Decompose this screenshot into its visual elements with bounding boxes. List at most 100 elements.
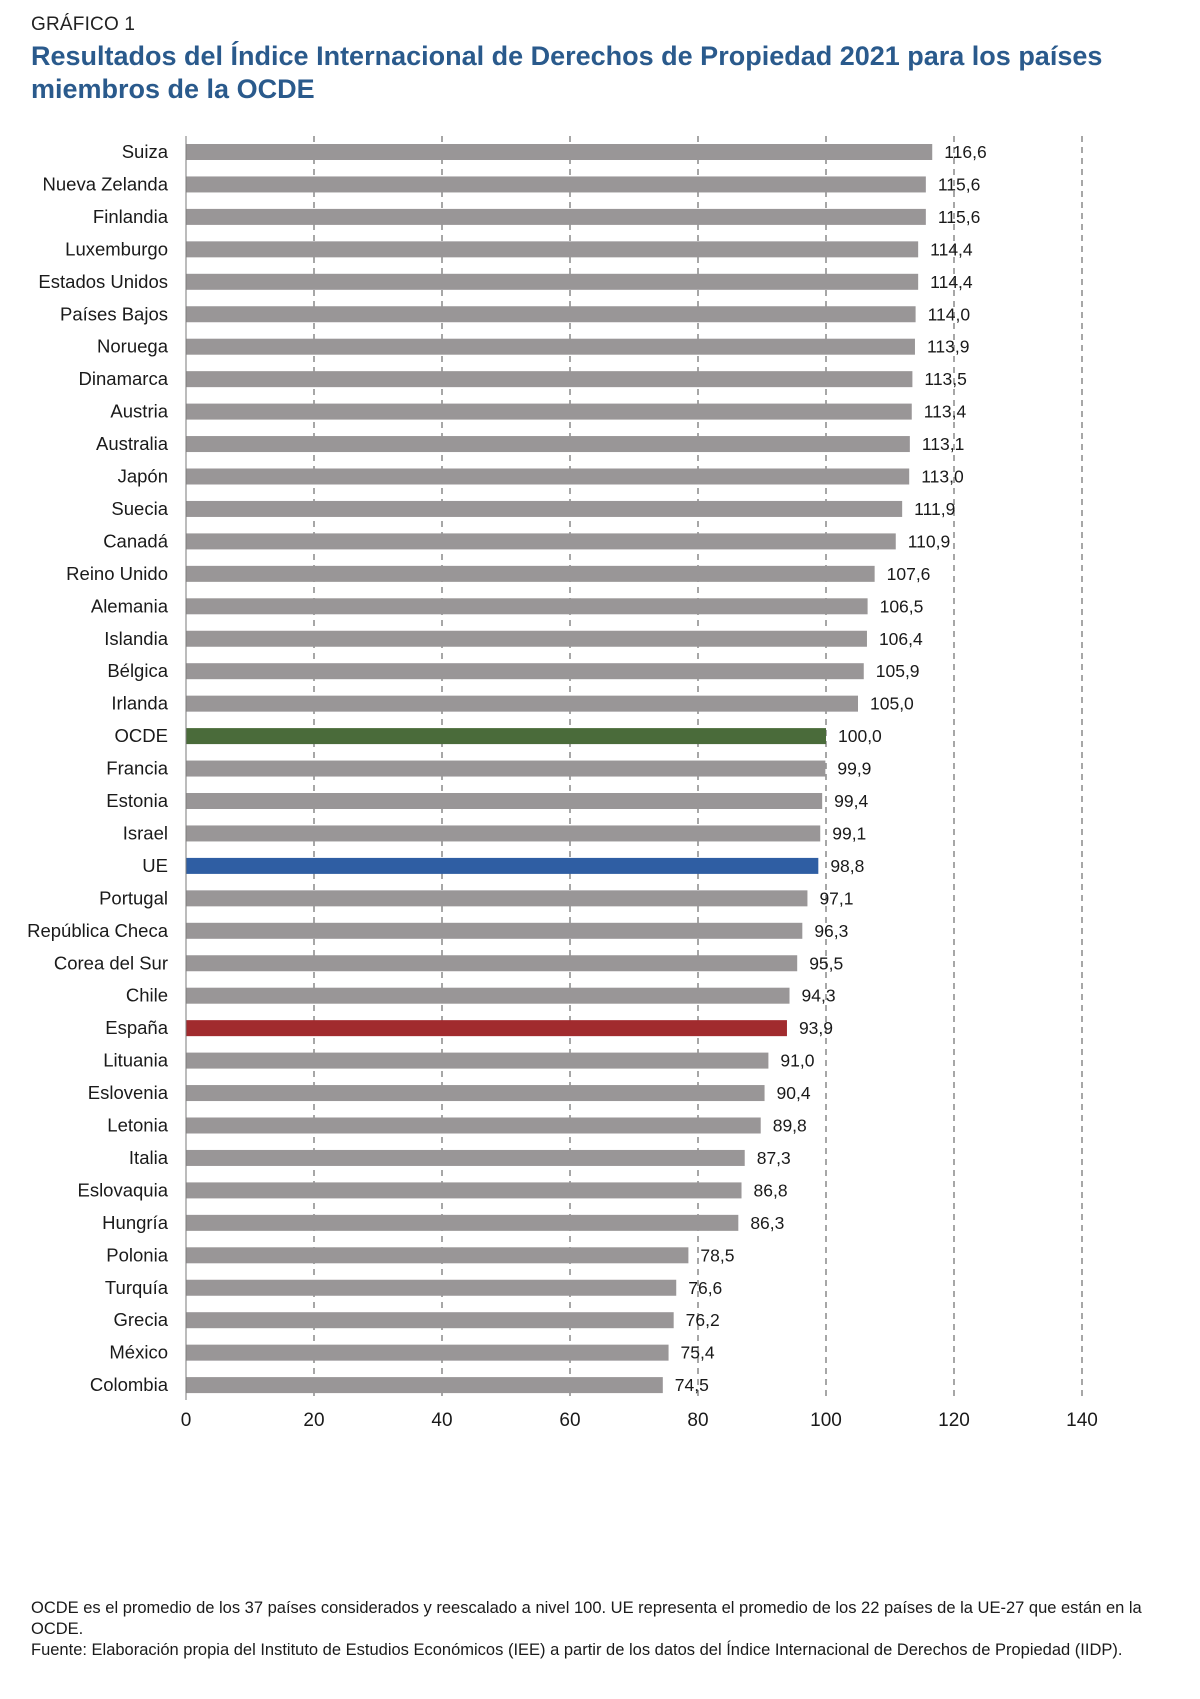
- chart-title: Resultados del Índice Internacional de D…: [31, 41, 1103, 104]
- category-label: España: [105, 1017, 168, 1038]
- category-label: Alemania: [91, 595, 169, 616]
- data-label: 115,6: [938, 174, 981, 194]
- data-label: 106,4: [879, 629, 923, 649]
- data-label: 98,8: [830, 856, 864, 876]
- bar: [186, 955, 798, 972]
- category-label: República Checa: [27, 920, 169, 941]
- bar: [186, 1247, 689, 1264]
- data-label: 94,3: [802, 986, 836, 1006]
- bar: [186, 500, 903, 517]
- category-label: Países Bajos: [60, 303, 168, 324]
- data-label: 105,0: [870, 694, 914, 714]
- bar: [186, 468, 910, 485]
- category-label: Lituania: [103, 1050, 169, 1071]
- data-label: 107,6: [887, 564, 931, 584]
- source-note: Fuente: Elaboración propia del Instituto…: [31, 1641, 1123, 1659]
- category-label: Israel: [123, 822, 168, 843]
- data-label: 75,4: [681, 1343, 715, 1363]
- bar: [186, 144, 933, 160]
- category-label: UE: [142, 855, 168, 876]
- data-label: 110,9: [908, 531, 951, 551]
- bar: [186, 1214, 739, 1231]
- bar: [186, 663, 864, 680]
- category-label: Eslovaquia: [77, 1179, 168, 1200]
- x-tick-label: 60: [559, 1410, 580, 1431]
- category-label: Francia: [106, 758, 168, 779]
- data-label: 76,6: [688, 1278, 722, 1298]
- data-label: 113,4: [924, 402, 967, 422]
- bar: [186, 987, 790, 1004]
- data-label: 113,9: [927, 337, 970, 357]
- category-label: Turquía: [105, 1277, 169, 1298]
- chart-notes: OCDE es el promedio de los 37 países con…: [31, 1598, 1171, 1661]
- category-label: Grecia: [114, 1309, 169, 1330]
- bar-chart: Suiza 116,6 Nueva Zelanda 115,6 Finlandia 115…: [27, 136, 1098, 1431]
- data-label: 115,6: [938, 207, 981, 227]
- data-label: 113,5: [924, 369, 967, 389]
- data-label: 86,3: [750, 1213, 784, 1233]
- category-label: Colombia: [90, 1374, 169, 1395]
- bar: [186, 760, 826, 777]
- category-label: Eslovenia: [88, 1082, 169, 1103]
- bar: [186, 176, 926, 193]
- data-label: 105,9: [876, 661, 920, 681]
- data-label: 114,4: [930, 239, 973, 259]
- bar: [186, 1377, 663, 1394]
- data-label: 106,5: [880, 596, 924, 616]
- category-label: Islandia: [104, 628, 168, 649]
- x-tick-label: 140: [1066, 1410, 1098, 1431]
- category-label: Estados Unidos: [38, 271, 168, 292]
- category-label: Chile: [126, 985, 168, 1006]
- data-label: 95,5: [809, 953, 843, 973]
- data-label: 90,4: [777, 1083, 811, 1103]
- category-label: Hungría: [102, 1212, 169, 1233]
- category-label: Japón: [118, 466, 168, 487]
- bar: [186, 565, 875, 582]
- bar: [186, 1182, 742, 1199]
- data-label: 113,1: [922, 434, 965, 454]
- category-label: Bélgica: [107, 660, 168, 681]
- category-label: Suiza: [122, 141, 169, 162]
- data-label: 74,5: [675, 1375, 709, 1395]
- bar: [186, 793, 823, 809]
- bar: [186, 241, 919, 258]
- methodology-note: OCDE es el promedio de los 37 países con…: [31, 1599, 1142, 1638]
- bar: [186, 1312, 674, 1329]
- category-label: Estonia: [106, 790, 168, 811]
- bar: [186, 1085, 765, 1102]
- category-label: Canadá: [103, 530, 169, 551]
- bar: [186, 1117, 761, 1134]
- category-label: Irlanda: [111, 693, 168, 714]
- data-label: 99,4: [834, 791, 868, 811]
- category-label: Letonia: [107, 1115, 168, 1136]
- bar: [186, 922, 803, 939]
- category-label: Corea del Sur: [54, 952, 168, 973]
- bar: [186, 533, 896, 550]
- category-label: Nueva Zelanda: [43, 173, 169, 194]
- category-label: Finlandia: [93, 206, 169, 227]
- bar: [186, 695, 858, 712]
- x-tick-label: 100: [810, 1410, 842, 1431]
- data-label: 116,6: [944, 142, 987, 162]
- bar: [186, 1149, 745, 1166]
- x-tick-label: 80: [687, 1410, 708, 1431]
- category-label: Suecia: [111, 498, 168, 519]
- data-label: 93,9: [799, 1018, 833, 1038]
- data-label: 99,9: [837, 759, 871, 779]
- data-label: 91,0: [780, 1051, 814, 1071]
- data-label: 76,2: [686, 1310, 720, 1330]
- data-label: 96,3: [814, 921, 848, 941]
- data-label: 114,0: [928, 304, 971, 324]
- data-label: 113,0: [921, 467, 964, 487]
- data-label: 87,3: [757, 1148, 791, 1168]
- category-label: Australia: [96, 433, 169, 454]
- chart-kicker: GRÁFICO 1: [31, 14, 136, 35]
- category-label: Italia: [129, 1147, 169, 1168]
- data-label: 86,8: [754, 1180, 788, 1200]
- bar: [186, 825, 821, 842]
- bar: [186, 208, 926, 225]
- x-tick-label: 120: [938, 1410, 970, 1431]
- bar: [186, 338, 915, 355]
- data-label: 99,1: [832, 823, 866, 843]
- bar: [186, 273, 919, 290]
